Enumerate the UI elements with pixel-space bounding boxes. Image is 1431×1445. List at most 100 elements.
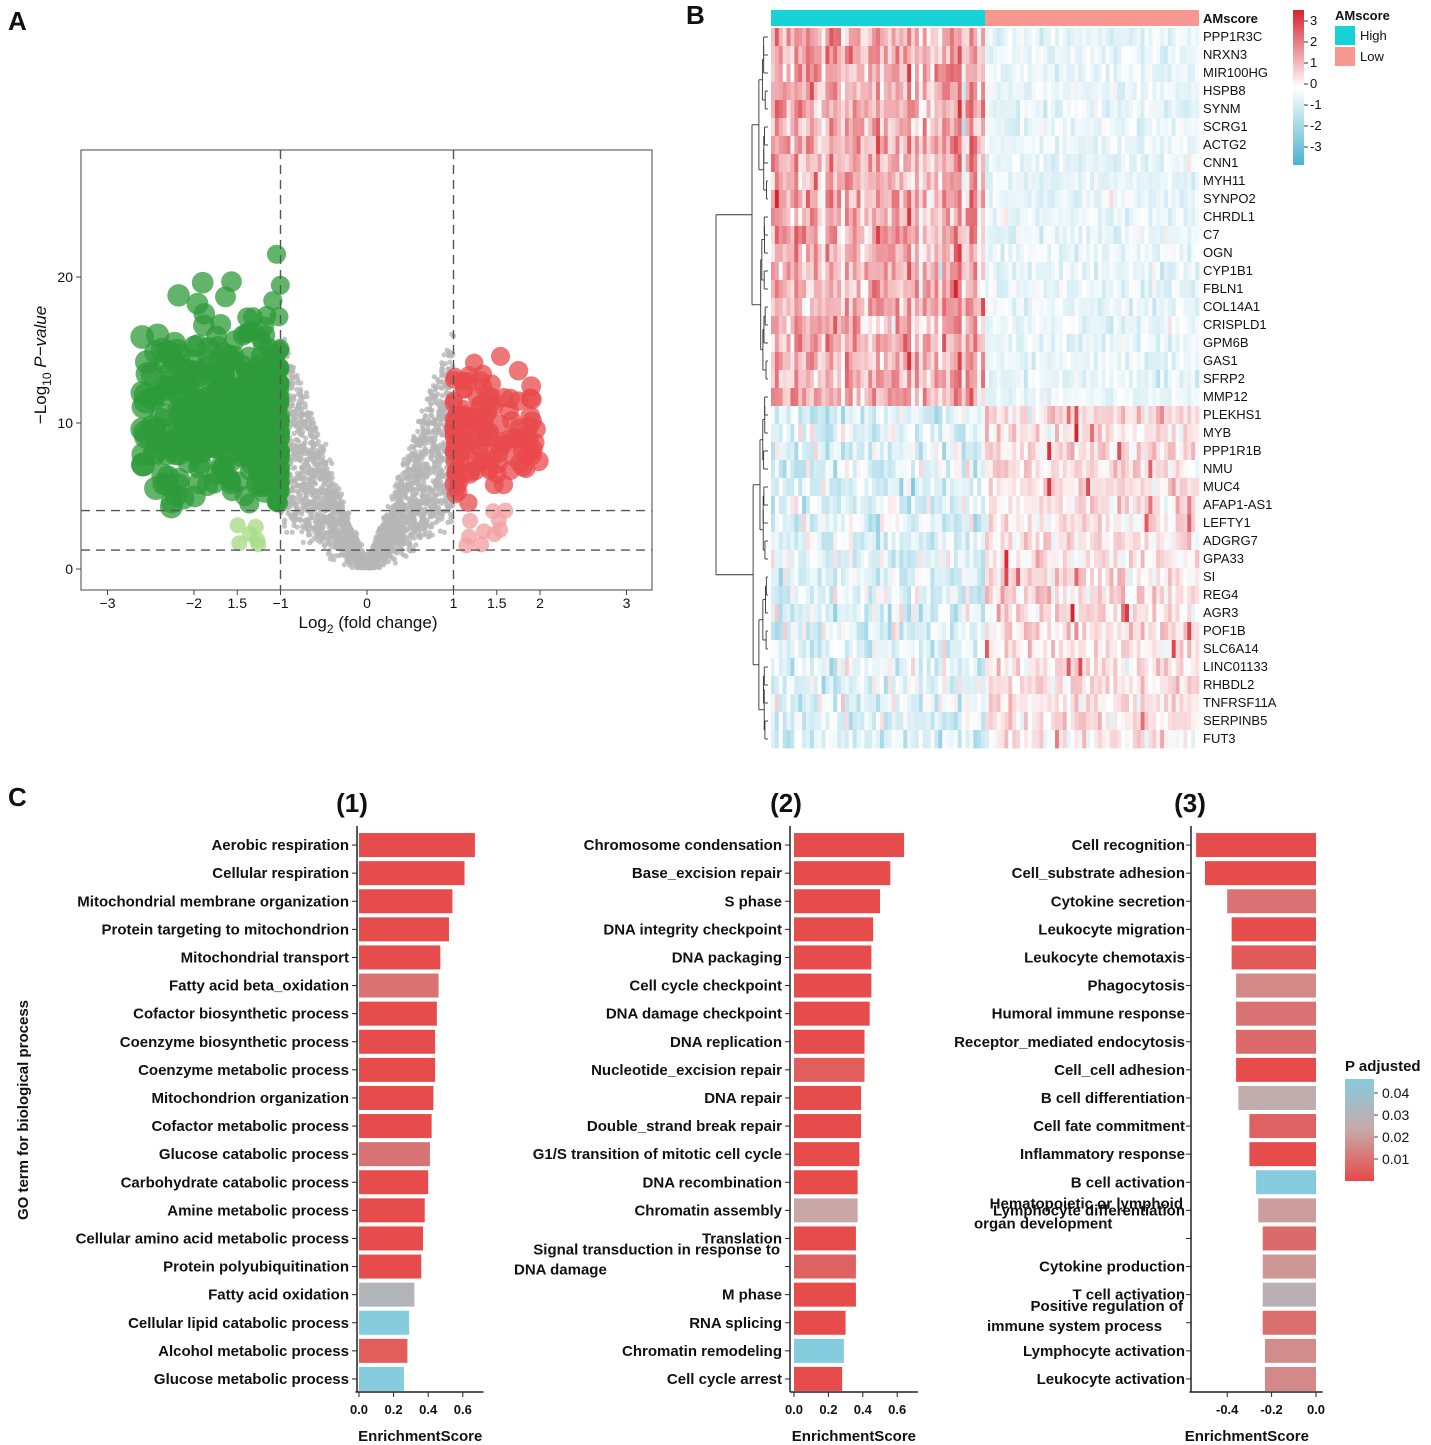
volcano-point-ns (327, 483, 333, 489)
heatmap-cell (879, 100, 885, 119)
heatmap-cell (1020, 64, 1025, 83)
volcano-point-down (177, 451, 200, 474)
heatmap-cell (996, 280, 1001, 299)
volcano-point-ns (414, 500, 420, 506)
volcano-point-ns (301, 463, 307, 469)
heatmap-cell (817, 172, 822, 191)
volcano-point-ns (351, 543, 358, 549)
heatmap-cell (813, 64, 819, 83)
heatmap-cell (1058, 154, 1064, 173)
heatmap-cell (891, 46, 896, 65)
heatmap-cell (953, 28, 959, 47)
heatmap-cell (1062, 46, 1068, 65)
heatmap-cell (891, 172, 896, 191)
heatmap-cell (1121, 244, 1126, 263)
volcano-point-ns (307, 481, 313, 487)
heatmap-cell (1062, 190, 1068, 209)
heatmap-cell (907, 154, 912, 173)
volcano-point-ns (329, 511, 335, 517)
volcano-point-ns (406, 456, 412, 462)
heatmap-cell (864, 280, 869, 299)
heatmap-cell (965, 136, 970, 155)
heatmap-cell (922, 82, 928, 101)
heatmap-cell (1008, 82, 1013, 101)
volcano-point-ns (429, 389, 435, 395)
heatmap-cell (957, 118, 963, 137)
heatmap-cell (794, 46, 799, 65)
heatmap-cell (965, 190, 970, 209)
heatmap-cell (774, 298, 780, 317)
heatmap-cell (883, 100, 889, 119)
heatmap-cell (1187, 118, 1192, 137)
heatmap-cell (953, 46, 959, 65)
volcano-point-ns (333, 553, 339, 559)
heatmap-cell (1113, 28, 1118, 47)
heatmap-cell (911, 28, 916, 47)
heatmap-cell (844, 100, 850, 119)
heatmap-cell (1163, 226, 1169, 245)
heatmap-cell (1140, 100, 1145, 119)
heatmap-cell (1117, 82, 1122, 101)
heatmap-cell (1004, 190, 1009, 209)
volcano-point-ns (302, 420, 308, 426)
heatmap-cell (1195, 82, 1200, 101)
volcano-point-ns (320, 497, 326, 503)
heatmap-cell (883, 46, 889, 65)
heatmap-cell (1140, 298, 1145, 317)
heatmap-cell (1023, 82, 1029, 101)
heatmap-cell (813, 172, 819, 191)
heatmap-cell (895, 100, 900, 119)
heatmap-cell (798, 118, 803, 137)
heatmap-cell (977, 226, 982, 245)
heatmap-cell (1047, 172, 1052, 191)
heatmap-cell (973, 82, 978, 101)
volcano-point-ns (422, 523, 428, 529)
heatmap-cell (806, 28, 811, 47)
volcano-point-up-weak (486, 526, 503, 543)
heatmap-cell (953, 280, 959, 299)
heatmap-cell (949, 244, 955, 263)
heatmap-cell (1070, 118, 1075, 137)
heatmap-cell (973, 208, 978, 227)
heatmap-cell (1117, 262, 1122, 281)
heatmap-cell (953, 244, 959, 263)
heatmap-cell (1012, 172, 1017, 191)
heatmap-cell (1062, 226, 1068, 245)
volcano-point-ns (338, 519, 344, 525)
heatmap-cell (1047, 226, 1052, 245)
volcano-point-up (508, 360, 529, 381)
heatmap-cell (1031, 262, 1036, 281)
heatmap-cell (914, 298, 920, 317)
volcano-point-ns (302, 517, 308, 523)
heatmap-cell (1183, 28, 1188, 47)
heatmap-cell (1047, 244, 1052, 263)
volcano-point-ns (437, 528, 443, 534)
volcano-point-ns (292, 475, 298, 481)
heatmap-cell (1078, 244, 1083, 263)
heatmap-cell (938, 46, 943, 65)
heatmap-cell (1055, 208, 1060, 227)
heatmap-cell (1039, 82, 1044, 101)
heatmap-cell (922, 226, 928, 245)
heatmap-cell (833, 262, 838, 281)
heatmap-cell (887, 118, 893, 137)
volcano-point-ns (394, 481, 400, 487)
heatmap-cell (1167, 298, 1173, 317)
heatmap-cell (1070, 244, 1075, 263)
heatmap-cell (856, 244, 861, 263)
heatmap-cell (825, 244, 830, 263)
heatmap-cell (918, 136, 924, 155)
heatmap-cell (887, 100, 893, 119)
heatmap-cell (1000, 244, 1005, 263)
heatmap-cell (1144, 64, 1149, 83)
heatmap-cell (1058, 298, 1064, 317)
volcano-point-ns (320, 524, 326, 530)
heatmap-cell (813, 118, 819, 137)
heatmap-cell (895, 82, 900, 101)
heatmap-cell (833, 64, 838, 83)
heatmap-cell (809, 154, 815, 173)
heatmap-cell (1066, 118, 1071, 137)
volcano-point-ns (357, 557, 363, 563)
heatmap-cell (848, 280, 854, 299)
heatmap-cell (1000, 118, 1005, 137)
